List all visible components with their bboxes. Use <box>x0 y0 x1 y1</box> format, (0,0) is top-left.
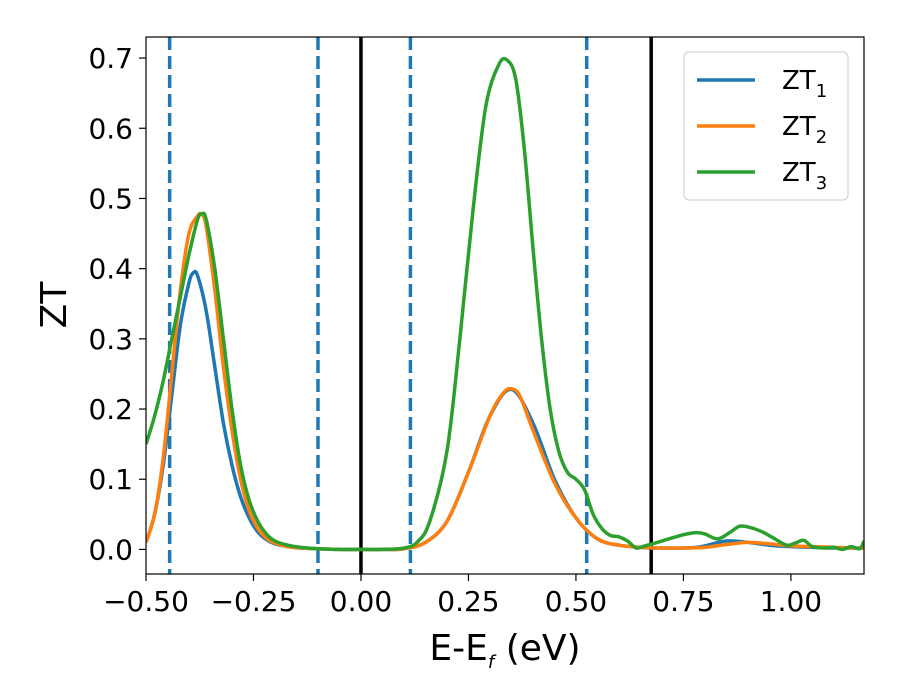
y-axis-label: ZT <box>34 281 75 329</box>
y-tick-label: 0.0 <box>88 533 133 566</box>
y-tick-label: 0.3 <box>88 323 133 356</box>
y-axis-ticks: 0.0 0.1 0.2 0.3 0.4 0.5 0.6 0.7 <box>88 42 146 566</box>
x-tick-label: 1.00 <box>760 585 822 618</box>
series-lines <box>146 56 864 552</box>
legend-label-zt3: ZT3 <box>782 158 827 194</box>
series-line-zt3 <box>146 56 864 552</box>
legend: ZT1 ZT2 ZT3 <box>683 51 849 201</box>
x-tick-label: −0.50 <box>103 585 189 618</box>
x-axis-label: E-Ef (eV) <box>429 628 580 673</box>
x-tick-label: 0.00 <box>330 585 392 618</box>
legend-label-zt2: ZT2 <box>782 112 827 148</box>
y-tick-label: 0.7 <box>88 42 133 75</box>
y-tick-label: 0.6 <box>88 112 133 145</box>
x-tick-label: 0.75 <box>652 585 714 618</box>
plot-frame <box>145 36 865 575</box>
x-tick-label: 0.50 <box>545 585 607 618</box>
legend-label-zt1: ZT1 <box>782 66 827 102</box>
series-line-zt2 <box>146 211 864 552</box>
y-tick-label: 0.1 <box>88 463 133 496</box>
x-axis-ticks: −0.50 −0.25 0.00 0.25 0.50 0.75 1.00 <box>103 574 822 618</box>
y-tick-label: 0.2 <box>88 393 133 426</box>
legend-box <box>683 51 849 201</box>
y-tick-label: 0.5 <box>88 182 133 215</box>
x-tick-label: −0.25 <box>211 585 297 618</box>
x-tick-label: 0.25 <box>437 585 499 618</box>
y-tick-label: 0.4 <box>88 253 133 286</box>
reference-lines <box>167 37 653 574</box>
series-line-zt1 <box>146 269 864 552</box>
